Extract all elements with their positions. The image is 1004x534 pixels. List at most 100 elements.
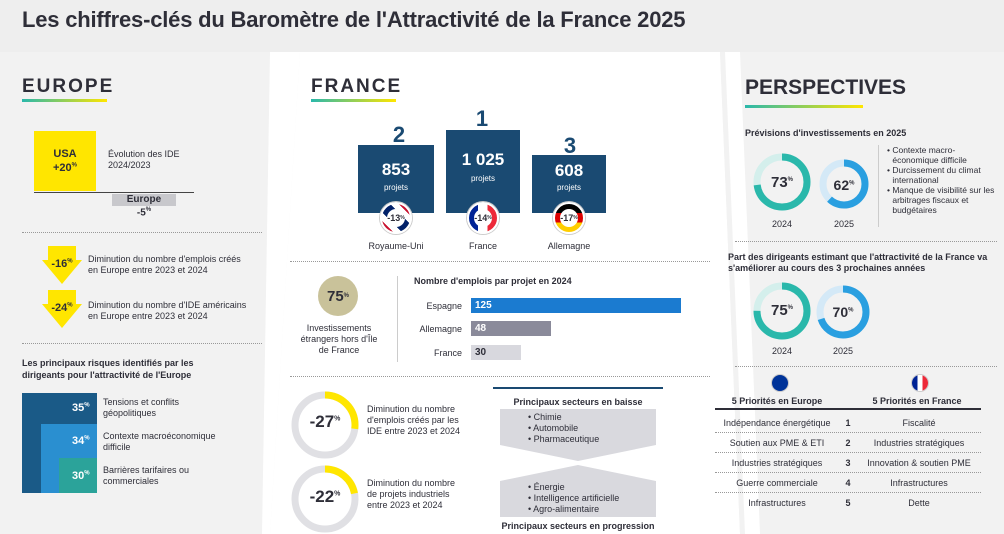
risk-value-3: 30% [72,470,90,482]
sectors-down-list: • Chimie • Automobile • Pharmaceutique [528,412,600,444]
attract-2024-value: 75% [770,302,794,319]
germany-projects: 608 [554,161,584,180]
divider [22,343,262,344]
attract-ring-2025 [816,285,870,339]
sectors-up-list: • Énergie • Intelligence artificielle • … [528,482,620,514]
jobs-bar-value: 125 [475,300,492,311]
priority-rank: 4 [845,478,851,488]
priority-eu: Guerre commerciale [736,478,818,488]
header: Les chiffres-clés du Baromètre de l'Attr… [0,0,1004,52]
europe-heading: EUROPE [22,76,115,97]
priority-rank: 2 [845,438,851,448]
invest-ring-2024 [753,153,811,211]
priority-eu: Indépendance énergétique [723,418,831,428]
jobs-bar [471,345,521,360]
decline-projects-text: Diminution du nombre de projets industri… [367,478,456,510]
jobs-bar-country: Allemagne [419,324,462,334]
arrow-down-icon: -24% [42,290,82,333]
risks-title: Les principaux risques identifiés par le… [22,358,194,380]
priority-eu: Soutien aux PME & ETI [729,438,825,448]
decline-ring-projects [291,465,359,533]
rank-2: 2 [392,122,406,147]
baseline [34,192,194,193]
uk-label: Royaume-Uni [368,241,424,251]
europe-underline [22,99,107,102]
priority-row: Soutien aux PME & ETI 2 Industries stratég… [715,433,981,453]
attract-title: Part des dirigeants estimant que l'attra… [728,252,988,273]
attract-ring-2024 [753,282,811,340]
uk-projects: 853 [381,160,411,179]
rank-1: 1 [475,106,489,131]
decline-jobs-text: Diminution du nombre d'emplois créés par… [367,404,461,436]
france-flag-small-icon [912,375,928,391]
sectors-down-title: Principaux secteurs en baisse [513,397,643,407]
jobs-bar-value: 30 [475,347,487,358]
arrow-up-shape-icon [500,465,656,517]
jobs-bar [471,298,681,313]
decline-projects-value: -22% [309,487,341,506]
sectors-up-title: Principaux secteurs en progression [501,521,655,531]
podium-france: 1 025 projets [446,130,520,213]
europe-value: -5% [136,207,152,219]
priority-row: Industries stratégiques 3 Innovation & sou… [715,453,981,473]
jobs-bar-value: 48 [475,323,487,334]
perspectives-underline [745,105,863,108]
prio-line [715,408,981,410]
rank-3: 3 [563,133,577,158]
france-underline [311,99,396,102]
attract-2025-value: 70% [832,304,854,320]
eu-flag-icon [772,375,788,391]
usa-box: USA +20% [34,131,96,191]
fdi-decline-value: -24% [51,302,73,314]
uk-flag-icon: -13% [380,202,412,234]
priority-fr: Fiscalité [902,418,936,428]
jobs-decline-text: Diminution du nombre d'emplois créés en … [88,254,241,275]
invest-2025-year: 2025 [833,219,855,229]
jobs-bar-country: France [433,348,462,358]
divider [290,376,710,377]
invest-ring-2025 [819,159,869,209]
decline-ring-jobs [291,391,359,459]
sectors-top-line [493,387,663,389]
priority-eu: Infrastructures [748,498,806,508]
divider [735,366,997,367]
france-label: France [468,241,497,251]
europe-label: Europe [126,194,162,205]
risk-label-3: Barrières tarifaires ou commerciales [103,465,190,486]
priority-fr: Innovation & soutien PME [867,458,971,468]
fdi-decline-text: Diminution du nombre d'IDE américains en… [88,300,247,321]
priority-row: Indépendance énergétique 1 Fiscalité [715,413,981,433]
jobs-bar-country: Espagne [426,301,462,311]
prio-fr-title: 5 Priorités en France [872,396,962,406]
podium-uk: 853 projets [358,145,434,213]
vertical-divider [878,145,879,227]
invest-title: Prévisions d'investissements en 2025 [745,128,907,138]
risk-value-2: 34% [72,435,90,447]
decline-jobs-value: -27% [309,412,341,431]
invest-2024-year: 2024 [771,219,793,229]
invest-2024-value: 73% [770,174,794,191]
idf-circle: 75% [318,276,358,316]
priority-rank: 5 [845,498,851,508]
priority-eu: Industries stratégiques [731,458,823,468]
germany-label: Allemagne [547,241,591,251]
france-flag-icon: -14% [467,202,499,234]
priority-rank: 1 [845,418,851,428]
divider [735,241,997,242]
usa-value: +20% [52,162,77,174]
divider [22,232,262,233]
jobs-decline-value: -16% [51,258,73,270]
risk-box-3 [59,458,97,493]
priority-fr: Dette [908,498,930,508]
priority-row: Guerre commerciale 4 Infrastructures [715,473,981,493]
europe-bar [112,194,176,206]
risk-value-1: 35% [72,402,90,414]
arrow-down-shape-icon [500,409,656,461]
idf-label: Investissements étrangers hors d'Île de … [300,323,378,355]
attract-2024-year: 2024 [771,346,793,356]
reasons-list: • Contexte macro-économique difficile • … [887,145,995,215]
usa-label: USA [53,148,77,160]
page-title: Les chiffres-clés du Baromètre de l'Attr… [22,7,686,32]
vertical-divider [397,276,398,362]
priority-fr: Infrastructures [890,478,948,488]
